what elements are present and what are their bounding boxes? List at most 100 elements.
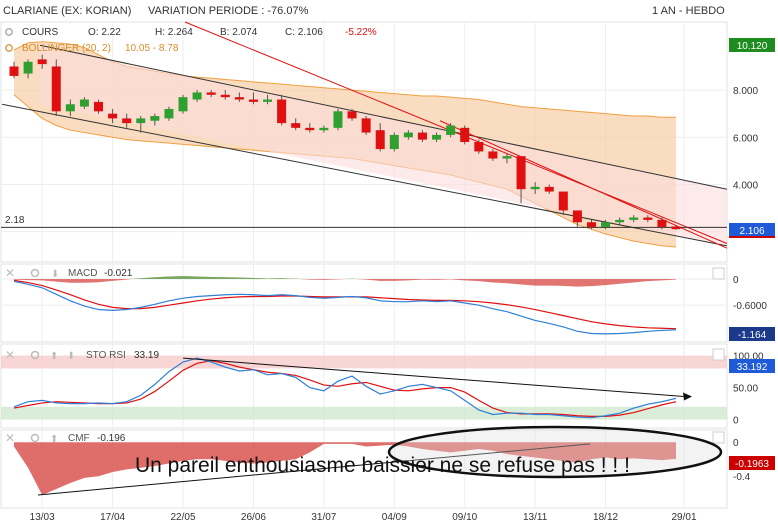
candle [65, 104, 75, 112]
gear-icon[interactable] [30, 268, 40, 278]
candle [474, 142, 484, 152]
candle [79, 99, 89, 107]
level-label: 2.18 [5, 215, 25, 226]
rsi-checkbox[interactable] [712, 348, 725, 361]
price-panel [0, 21, 728, 263]
candle [586, 222, 596, 227]
candle [150, 116, 160, 121]
rsi-badge [729, 359, 775, 373]
candle [248, 99, 258, 102]
candle [530, 186, 540, 190]
macd-signal-line [13, 279, 677, 330]
cmf-trendline [37, 443, 591, 496]
candle [389, 134, 399, 150]
x-tick-label: 17/04 [100, 512, 125, 523]
candle [572, 210, 582, 223]
cmf-legend: ✕ ⬆ CMF -0.196 [5, 431, 126, 445]
x-tick-label: 13/03 [30, 512, 55, 523]
high-value: H: 2.264 [155, 27, 193, 38]
top-price-badge [729, 38, 775, 52]
macd-legend: ✕ ⬇ MACD -0.021 [5, 266, 133, 280]
x-tick-label: 18/12 [593, 512, 618, 523]
cmf-badge-text: -0.1963 [735, 459, 769, 470]
rsi-trendline-arrow [683, 392, 692, 401]
y-tick-label: -0.6000 [733, 301, 767, 312]
candle [94, 101, 104, 112]
candle [291, 123, 301, 128]
move-down-icon[interactable]: ⬇ [51, 269, 59, 280]
candle [446, 125, 456, 135]
y-tick-label: 6.000 [733, 133, 758, 144]
candle [347, 111, 357, 119]
cmf-layer: 0 -0.4 [14, 438, 751, 496]
x-tick-label: 22/05 [171, 512, 196, 523]
cmf-area [14, 442, 676, 495]
bollinger-label: BOLLINGER (20, 2) [22, 43, 111, 54]
macd-label: MACD [68, 268, 97, 279]
trendline-upper [39, 44, 728, 190]
instrument-title: CLARIANE (EX: KORIAN) [3, 5, 131, 17]
cmf-panel [0, 429, 728, 509]
candle [544, 186, 554, 192]
candle [403, 132, 413, 138]
candle [122, 118, 132, 124]
rsi-k-line [13, 357, 677, 419]
macd-panel [0, 263, 728, 343]
candle [558, 191, 568, 211]
y-tick-label: 0 [733, 438, 739, 449]
close-icon[interactable]: ✕ [5, 266, 15, 280]
move-up-icon[interactable]: ⬆ [50, 351, 58, 362]
candle [502, 156, 512, 159]
open-value: O: 2.22 [88, 27, 121, 38]
move-down-icon[interactable]: ⬇ [67, 351, 75, 362]
candle [671, 226, 681, 230]
macd-histogram-positive [14, 276, 676, 280]
candle [615, 219, 625, 223]
macd-layer: 0 -0.6000 [13, 275, 767, 335]
cours-legend: COURS O: 2.22 H: 2.264 B: 2.074 C: 2.106… [5, 27, 377, 38]
cours-label: COURS [22, 27, 58, 38]
annotation-text: Un pareil enthousiasme baissier ne se re… [135, 454, 630, 477]
rsi-layer: 100.00 50.00 0 [1, 352, 764, 427]
candle [9, 66, 19, 76]
x-tick-label: 09/10 [452, 512, 477, 523]
trendline-lower [1, 103, 728, 247]
candle [657, 219, 667, 227]
gear-icon[interactable] [5, 44, 13, 52]
cmf-checkbox[interactable] [712, 431, 725, 444]
cmf-badge [729, 456, 775, 470]
bollinger-legend: BOLLINGER (20, 2) 10.05 - 8.78 [5, 43, 179, 54]
rsi-value: 33.19 [134, 350, 159, 361]
x-tick-label: 13/11 [523, 512, 548, 523]
rsi-overbought-zone [1, 355, 727, 369]
rsi-trendline [182, 357, 685, 398]
close-icon[interactable]: ✕ [5, 431, 15, 445]
candle [277, 99, 287, 124]
cmf-value: -0.196 [97, 433, 126, 444]
gear-icon[interactable] [30, 350, 40, 360]
candle [333, 111, 343, 128]
candle [220, 94, 230, 98]
last-price-badge [729, 223, 775, 237]
macd-checkbox[interactable] [712, 267, 725, 280]
rsi-panel [0, 343, 728, 429]
candle [164, 108, 174, 119]
candle [23, 61, 33, 74]
candle [601, 222, 611, 227]
candle [136, 118, 146, 124]
x-tick-label: 31/07 [311, 512, 336, 523]
change-value: -5.22% [345, 27, 377, 38]
macd-badge [729, 327, 775, 341]
x-tick-label: 29/01 [671, 512, 696, 523]
move-up-icon[interactable]: ⬆ [50, 434, 58, 445]
close-value: C: 2.106 [285, 27, 323, 38]
variation-label: VARIATION PERIODE : -76.07% [148, 5, 309, 17]
close-icon[interactable]: ✕ [5, 348, 15, 362]
gear-icon[interactable] [5, 28, 13, 36]
candle [319, 127, 329, 131]
cmf-label: CMF [68, 433, 90, 444]
gear-icon[interactable] [30, 433, 40, 443]
candle [629, 217, 639, 220]
candle [488, 151, 498, 159]
